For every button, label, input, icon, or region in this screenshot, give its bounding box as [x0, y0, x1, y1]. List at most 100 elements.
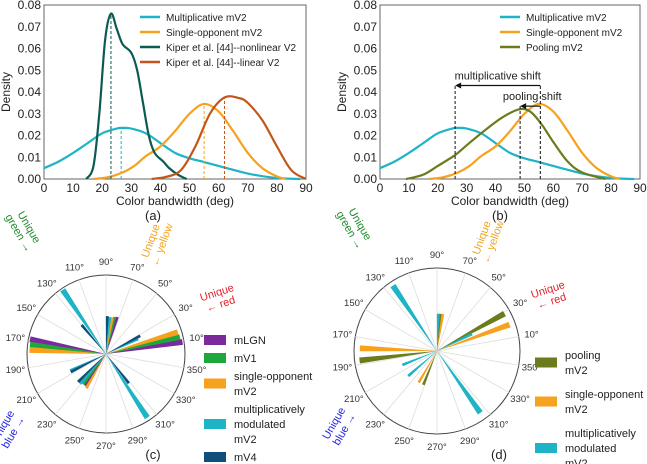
x-tick-label: 80: [604, 181, 618, 195]
angle-tick-label: 10°: [189, 333, 204, 344]
legend-label: modulated: [565, 443, 616, 455]
polar-bar: [84, 354, 106, 389]
polar-bar: [437, 311, 506, 351]
x-tick-label: 20: [96, 181, 110, 195]
angle-tick-label: 50°: [158, 279, 173, 290]
y-tick-label: 0.04: [18, 85, 42, 99]
legend-label: multiplicatively: [234, 404, 305, 416]
polar-gridline: [28, 353, 107, 369]
angle-tick-label: 230°: [37, 419, 57, 430]
y-tick-label: 0.08: [18, 0, 42, 12]
polar-gridline: [105, 353, 175, 394]
polar-bar: [407, 351, 437, 378]
x-tick-label: 60: [212, 181, 226, 195]
series-line: [85, 12, 188, 180]
polar-bar: [106, 334, 141, 354]
polar-bar: [82, 354, 106, 386]
unique-blue-label: Uniqueblue →: [320, 405, 358, 447]
y-axis-label: Density: [0, 72, 13, 112]
angle-tick-label: 290°: [460, 436, 480, 447]
unique-green-label: Uniquegreen →: [2, 206, 44, 255]
x-tick-label: 30: [460, 181, 474, 195]
polar-bar: [29, 336, 107, 354]
polar-bar: [78, 354, 106, 385]
polar-bar: [437, 332, 473, 351]
angle-tick-label: 70°: [130, 263, 145, 274]
legend-label: mV2: [234, 386, 257, 398]
y-tick-label: 0.04: [354, 85, 378, 99]
angle-tick-label: 150°: [344, 298, 364, 309]
polar-gridline: [355, 350, 438, 366]
plot-frame: [43, 4, 307, 180]
y-tick-label: 0.00: [354, 172, 378, 186]
polar-bar: [359, 345, 437, 352]
legend-label: pooling: [565, 350, 600, 362]
angle-tick-label: 250°: [65, 435, 85, 446]
polar-gridline: [436, 350, 510, 393]
y-tick-label: 0.00: [18, 172, 42, 186]
y-tick-label: 0.03: [18, 107, 42, 121]
angle-tick-label: 170°: [333, 329, 353, 340]
y-tick-label: 0.06: [354, 42, 378, 56]
polar-gridline: [436, 336, 519, 352]
legend-swatch: [204, 378, 226, 389]
x-tick-label: 90: [299, 181, 313, 195]
legend-swatch: [535, 396, 557, 407]
legend-label: multiplicatively: [565, 428, 636, 440]
polar-bar: [29, 341, 107, 354]
x-tick-label: 60: [547, 181, 561, 195]
angle-tick-label: 170°: [6, 333, 26, 344]
legend-label: single-opponent: [234, 371, 312, 383]
legend-label: mV2: [565, 365, 588, 377]
polar-bar: [106, 316, 116, 354]
unique-red-label: Unique← red: [530, 279, 571, 313]
polar-gridline: [78, 353, 107, 429]
legend-label: Kiper et al. [44]--nonlinear V2: [166, 43, 297, 54]
angle-tick-label: 350°: [187, 365, 207, 376]
legend-swatch: [535, 357, 557, 368]
polar-bar: [106, 316, 112, 354]
polar-bar: [83, 354, 106, 387]
x-tick-label: 50: [183, 181, 197, 195]
polar-bar: [437, 313, 445, 351]
polar-bar: [70, 354, 106, 374]
y-tick-label: 0.08: [354, 0, 378, 12]
legend-label: single-opponent: [565, 389, 643, 401]
angle-tick-label: 210°: [16, 395, 36, 406]
series-line: [428, 102, 621, 181]
x-tick-label: 70: [576, 181, 590, 195]
shift-label: pooling shift: [503, 91, 562, 103]
series-line: [151, 95, 307, 181]
legend-label: mV2: [234, 434, 257, 446]
series-line: [405, 107, 606, 181]
shift-label: multiplicative shift: [455, 70, 541, 82]
legend-label: mV4: [234, 452, 257, 464]
polar-gridline: [105, 279, 134, 355]
panel-d-polar-chart: 10° 30° 50° 70° 90° 110° 130° 150° 170° 190° 210° 2…: [320, 203, 643, 464]
polar-gridline: [436, 350, 466, 430]
angle-tick-label: 30°: [513, 298, 528, 309]
angle-tick-label: 290°: [128, 435, 148, 446]
unique-green-label: Uniquegreen →: [333, 203, 375, 252]
legend-label: mLGN: [234, 335, 266, 347]
angle-tick-label: 190°: [6, 365, 26, 376]
y-tick-label: 0.01: [354, 150, 378, 164]
polar-bar: [437, 351, 483, 415]
polar-gridline: [436, 350, 519, 366]
angle-tick-label: 30°: [178, 303, 193, 314]
polar-bar: [80, 324, 106, 354]
polar-gridline: [355, 336, 438, 352]
angle-tick-label: 130°: [365, 272, 385, 283]
x-tick-label: 90: [633, 181, 647, 195]
y-tick-label: 0.06: [18, 42, 42, 56]
polar-gridline: [105, 293, 158, 355]
legend-label: Kiper et al. [44]--linear V2: [166, 58, 280, 69]
angle-tick-label: 250°: [394, 436, 414, 447]
y-tick-label: 0.02: [18, 129, 42, 143]
legend-swatch: [204, 353, 226, 363]
angle-tick-label: 90°: [430, 250, 445, 261]
angle-tick-label: 310°: [155, 419, 175, 430]
polar-gridline: [37, 353, 107, 394]
unique-yellow-label: Unique← yellow: [138, 218, 176, 268]
